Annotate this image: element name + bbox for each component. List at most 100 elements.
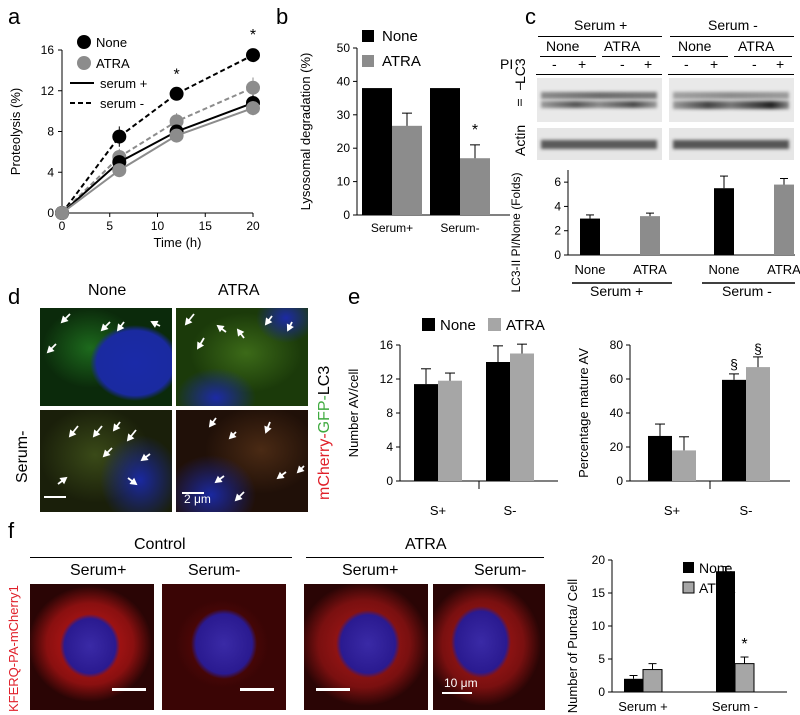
actin-blot-serum-minus: [669, 128, 794, 160]
a-point: [112, 129, 127, 144]
a-star: *: [173, 67, 179, 84]
c-group-serum-plus: Serum +: [590, 283, 644, 299]
f-y-tick-label: 15: [592, 586, 606, 600]
c-pi-label: PI: [500, 56, 514, 72]
e-right-y-tick-label: 60: [610, 372, 624, 386]
e-left-y-tick-label: 4: [386, 440, 393, 454]
f-col4-header: Serum-: [474, 562, 527, 579]
b-category-label: Serum-: [440, 221, 479, 235]
d-arrow-head: [140, 453, 149, 462]
d-none-header: None: [88, 282, 127, 299]
b-y-tick-label: 30: [337, 108, 351, 122]
e-left-bar: [510, 353, 534, 481]
b-bar: [430, 88, 460, 215]
f-legend-atra-marker: [682, 581, 695, 594]
a-x-tick-label: 10: [151, 219, 165, 233]
f-bar: [716, 571, 735, 692]
d-arrow-head: [112, 423, 121, 432]
d-arrow-head: [102, 449, 111, 458]
micro-f-atra-serum-plus: [304, 584, 428, 710]
panel-label-d: d: [8, 284, 21, 309]
a-point: [169, 114, 184, 129]
lc3-blot-serum-plus: [537, 78, 662, 122]
c-x-label: ATRA: [767, 262, 800, 277]
c-bar: [774, 184, 794, 255]
f-category-label: Serum -: [712, 699, 758, 714]
e-left-category-label: S+: [430, 503, 446, 518]
a-point: [246, 80, 260, 95]
e-left-y-tick-label: 16: [380, 338, 394, 352]
c-lc3-ii: II: [517, 98, 523, 109]
c-serum-minus: Serum -: [708, 17, 758, 33]
f-side-label: KFERQ-PA-mCherry1: [6, 585, 21, 712]
e-left-bar: [438, 380, 462, 481]
c-bar: [640, 216, 660, 255]
e-right-y-tick-label: 0: [616, 474, 623, 488]
a-xlabel: Time (h): [154, 235, 202, 250]
c-actin-label: Actin: [512, 124, 528, 156]
a-x-tick-label: 0: [59, 219, 66, 233]
f-col3-header: Serum+: [342, 562, 399, 579]
a-series-line: [61, 102, 254, 214]
c-pi-sign: +: [644, 56, 653, 72]
b-ylabel: Lysosomal degradation (%): [298, 53, 313, 211]
chart-f: 0 5 10 15 20 Number of Puncta/ Cell Serum + Ser…: [565, 553, 787, 714]
a-y-tick-label: 4: [47, 165, 54, 179]
d-serum-minus: Serum-: [14, 430, 31, 483]
c-serum-plus: Serum +: [574, 17, 628, 33]
f-legend-none-marker: [683, 562, 694, 573]
e-left-ylabel: Number AV/cell: [346, 369, 361, 458]
micro-d-none-bottom: [40, 410, 172, 512]
f-star: *: [741, 636, 747, 653]
f-y-tick-label: 0: [598, 685, 605, 699]
c-x-label: None: [574, 262, 605, 277]
e-legend-none: None: [440, 317, 476, 334]
e-left-y-tick-label: 12: [380, 372, 394, 386]
b-legend-atra: ATRA: [382, 53, 421, 70]
a-x-tick-label: 20: [246, 219, 260, 233]
e-left-category-label: S-: [504, 503, 517, 518]
b-legend-none-marker: [362, 30, 374, 42]
f-control-header: Control: [134, 536, 186, 553]
a-series-line: [61, 107, 254, 214]
f-col1-header: Serum+: [70, 562, 127, 579]
e-right-y-tick-label: 20: [610, 440, 624, 454]
f-bar: [624, 678, 643, 692]
f-legend-atra: ATRA: [699, 580, 736, 596]
d-arrow-head: [116, 323, 125, 332]
e-right-bar: [746, 367, 770, 481]
b-star: *: [472, 122, 478, 139]
panel-label-e: e: [348, 284, 361, 309]
a-series-line: [61, 86, 254, 214]
a-point: [246, 101, 260, 116]
f-col2-header: Serum-: [188, 562, 241, 579]
a-legend-serum-plus: serum +: [100, 76, 147, 91]
d-atra-header: ATRA: [218, 282, 260, 299]
d-arrow-head: [264, 317, 273, 326]
f-y-tick-label: 20: [592, 553, 606, 567]
c-y-tick-label: 2: [554, 224, 561, 238]
d-arrows: [46, 313, 305, 502]
d-arrow-head: [286, 323, 294, 332]
e-right-ylabel: Percentage mature AV: [576, 348, 591, 478]
chart-b: 0 10 20 30 40 50 Lysosomal degradation (%) Seru…: [298, 28, 510, 235]
a-legend-atra-marker: [77, 56, 91, 70]
d-arrow-head: [150, 320, 159, 328]
b-category-label: Serum+: [371, 221, 413, 235]
c-group-serum-minus: Serum -: [722, 283, 772, 299]
c-y-tick-label: 0: [554, 248, 561, 262]
d-arrow-head: [59, 476, 68, 485]
b-y-tick-label: 0: [343, 208, 350, 222]
a-x-tick-label: 5: [106, 219, 113, 233]
f-scalebar-label: 10 μm: [444, 676, 478, 690]
a-legend-none: None: [96, 35, 127, 50]
d-arrow-head: [46, 345, 55, 354]
panel-label-a: a: [8, 4, 21, 29]
e-right-category-label: S-: [740, 503, 753, 518]
micro-d-atra-top: [176, 308, 308, 406]
f-atra-header: ATRA: [405, 536, 447, 553]
b-legend-none: None: [382, 28, 418, 45]
b-y-tick-label: 10: [337, 175, 351, 189]
e-right-bar: [722, 379, 746, 481]
f-y-tick-label: 10: [592, 619, 606, 633]
